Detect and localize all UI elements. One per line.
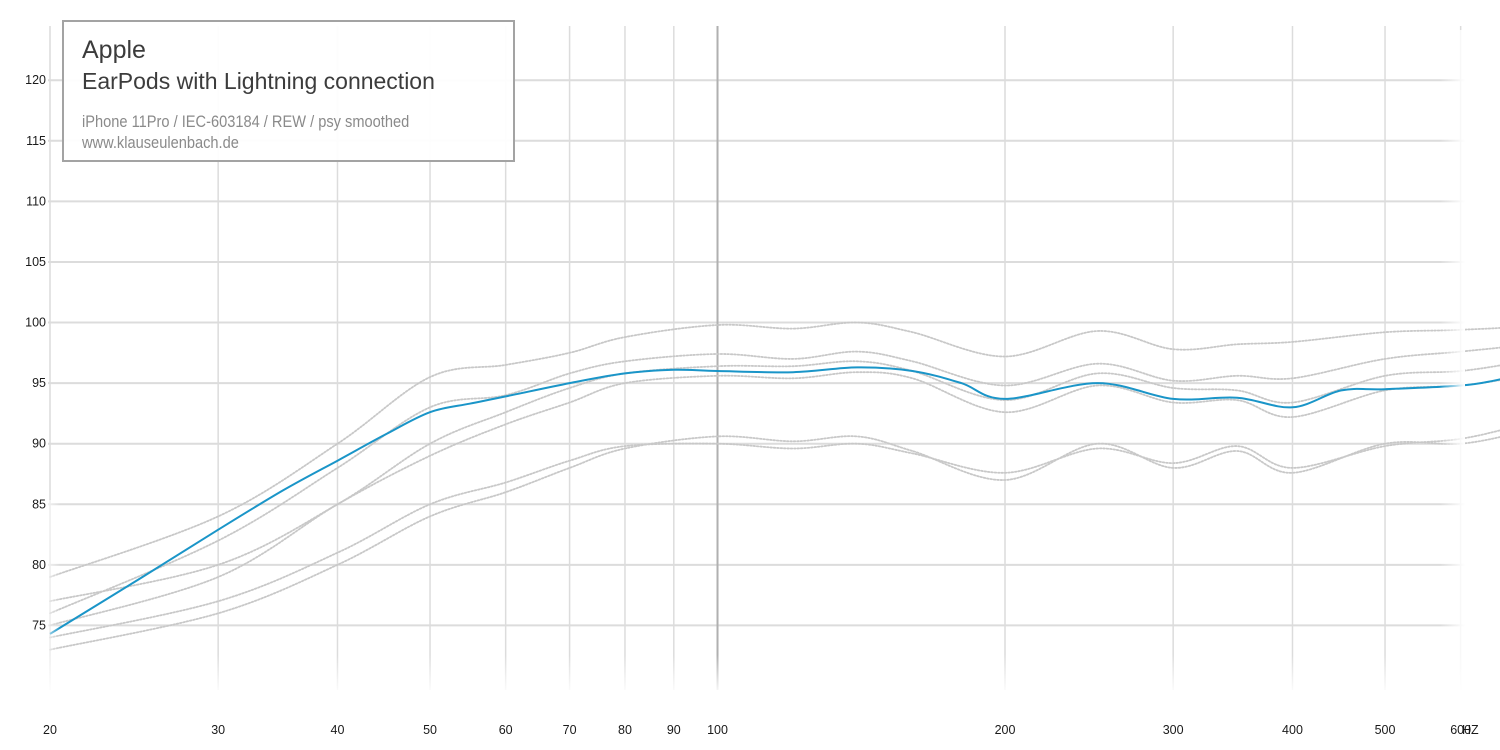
website-label: www.klauseulenbach.de [82,133,239,152]
y-tick-label: 75 [32,618,46,632]
measurement-setup: iPhone 11Pro / IEC-603184 / REW / psy sm… [82,112,410,131]
measurement-curve-2 [49,346,1500,615]
measurement-curve-4 [49,429,1500,639]
y-tick-label: 85 [32,497,46,511]
chart-title-box: Apple EarPods with Lightning connection … [62,20,515,162]
x-tick-label: 80 [618,723,632,737]
measurement-curve-3 [49,371,1500,627]
y-tick-label: 80 [32,558,46,572]
y-tick-label: 90 [32,437,46,451]
x-tick-label: 200 [995,723,1016,737]
x-tick-label: 70 [563,723,577,737]
x-tick-label: 50 [423,723,437,737]
x-tick-label: 100 [707,723,728,737]
y-axis-ticks: 75 80 85 90 95 100 105 110 115 120 [25,73,46,632]
measurement-curve-5 [49,435,1500,651]
y-tick-label: 115 [26,134,46,148]
x-unit-label: HZ [1462,723,1479,737]
bottom-fade [40,655,1465,695]
y-tick-label: 120 [25,73,46,87]
average-response-curve [49,366,1500,635]
x-tick-label: 40 [331,723,345,737]
y-tick-label: 110 [26,194,46,208]
x-tick-label: 500 [1375,723,1396,737]
main-curve-segment [49,366,1500,635]
y-tick-label: 100 [25,316,46,330]
x-tick-label: 30 [211,723,225,737]
x-tick-label: 600 [1450,723,1471,737]
x-tick-label: 90 [667,723,681,737]
x-tick-label: 400 [1282,723,1303,737]
model-title: EarPods with Lightning connection [82,68,435,94]
left-fade [40,500,60,700]
x-tick-label: 60 [499,723,513,737]
right-fade [1440,30,1465,700]
x-tick-label: 20 [43,723,57,737]
y-tick-label: 95 [32,376,46,390]
brand-title: Apple [82,36,146,64]
x-tick-label: 300 [1163,723,1184,737]
x-axis-ticks: 2030405060708090100200300400500600700800… [43,723,1471,737]
measurement-curve-1 [49,321,1500,578]
y-tick-label: 105 [25,255,46,269]
